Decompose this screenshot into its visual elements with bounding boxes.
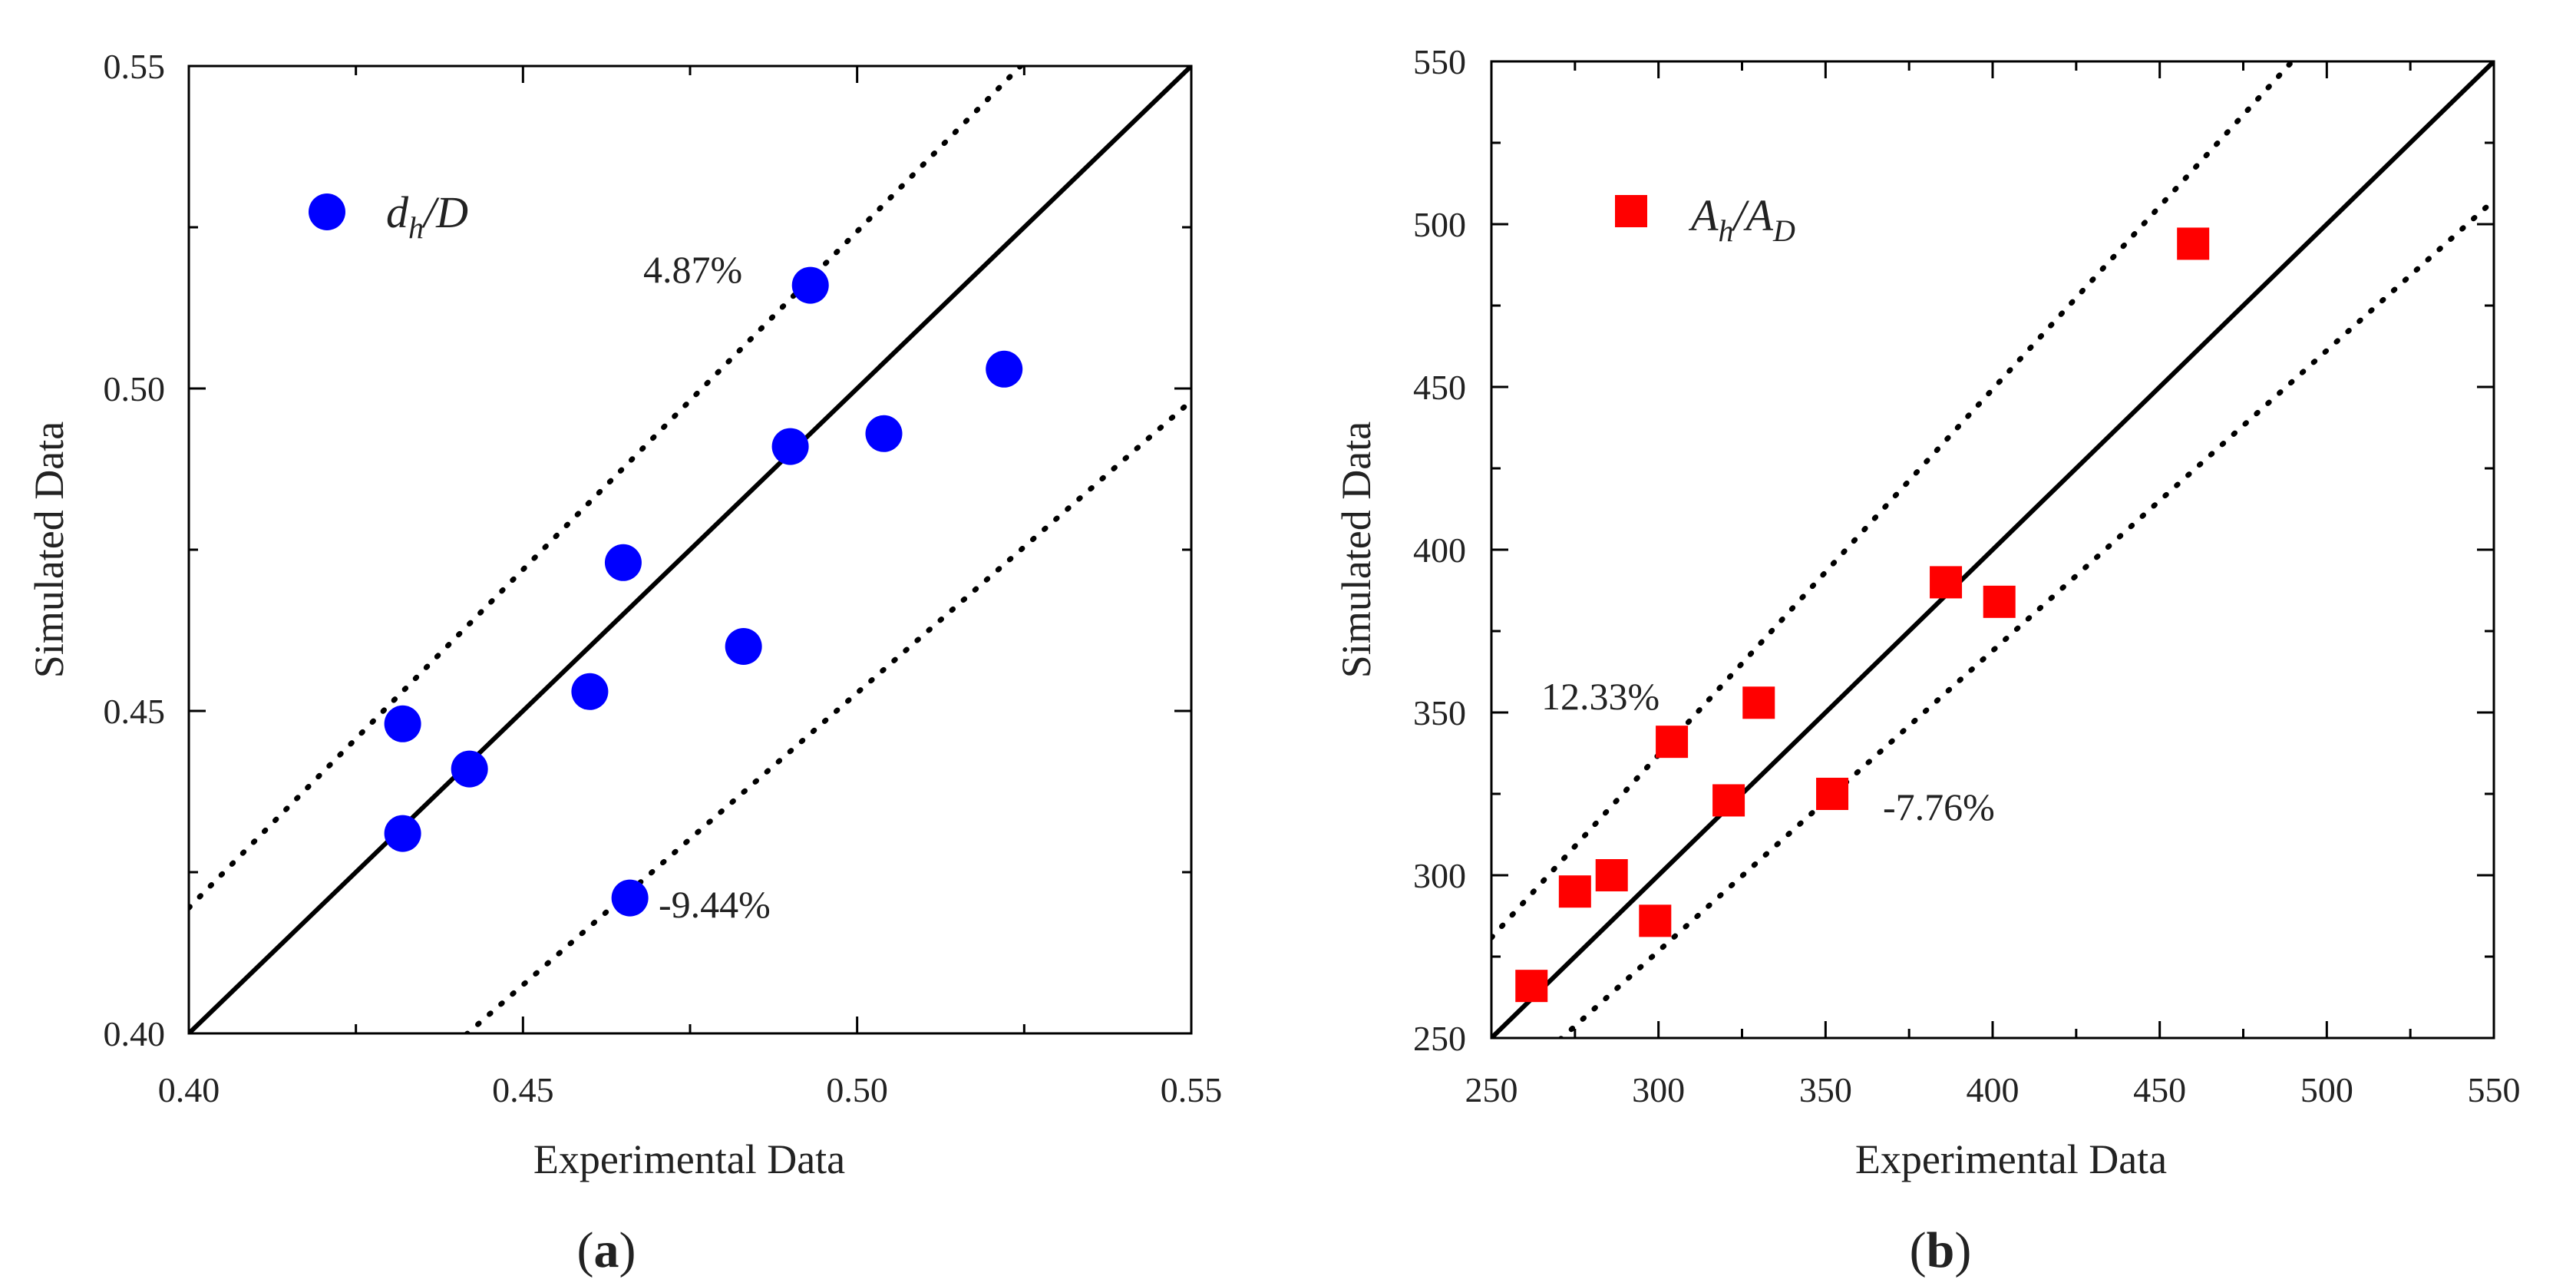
panel-a: 0.40 0.45 0.50 0.55 0.40 0.45 0.50 0.55 dh/D 4.…: [26, 47, 1223, 1278]
upper-bound-line: [189, 66, 1025, 911]
data-point: [384, 705, 421, 742]
y-tick-label: 350: [1413, 693, 1466, 732]
axis-ticks: 0.40 0.45 0.50 0.55 0.40 0.45 0.50 0.55: [104, 47, 1223, 1109]
y-tick-label: 0.50: [104, 369, 166, 408]
identity-line: [189, 66, 1191, 1033]
data-point: [865, 415, 903, 452]
upper-bound-label: 4.87%: [643, 248, 742, 291]
upper-bound-label: 12.33%: [1541, 675, 1660, 718]
data-point: [1595, 859, 1628, 891]
x-tick-label: 300: [1632, 1070, 1685, 1109]
lower-bound-label: -9.44%: [659, 883, 771, 926]
lower-bound-line: [1557, 197, 2494, 1038]
data-point: [604, 544, 642, 581]
x-tick-label: 0.45: [492, 1070, 554, 1109]
y-tick-label: 450: [1413, 368, 1466, 407]
data-point: [1712, 784, 1745, 817]
y-axis-title: Simulated Data: [1333, 422, 1379, 678]
data-point: [611, 879, 649, 917]
legend-label: Ah/AD: [1688, 190, 1795, 248]
data-point: [791, 266, 829, 304]
data-point: [986, 350, 1023, 388]
panel-b: 250 300 350 400 450 500 550 250 300 350 400 450 500 5…: [1333, 42, 2521, 1278]
data-point: [1930, 566, 1963, 599]
data-point: [1558, 875, 1591, 908]
panel-label: (b): [1910, 1222, 1972, 1278]
x-tick-label: 500: [2300, 1070, 2353, 1109]
data-points: [384, 266, 1023, 917]
data-points: [1515, 227, 2210, 1003]
y-tick-label: 0.40: [104, 1014, 166, 1053]
data-point: [771, 428, 809, 465]
y-tick-label: 250: [1413, 1019, 1466, 1058]
y-tick-label: 500: [1413, 205, 1466, 244]
axis-ticks: 250 300 350 400 450 500 550 250 300 350 400 450 500 5…: [1413, 42, 2521, 1109]
y-tick-label: 300: [1413, 856, 1466, 895]
data-point: [1515, 970, 1548, 1003]
legend: Ah/AD: [1615, 190, 1795, 248]
x-tick-label: 450: [2133, 1070, 2186, 1109]
y-tick-label: 400: [1413, 531, 1466, 570]
data-point: [2177, 227, 2210, 260]
data-point: [1742, 686, 1775, 719]
data-point: [1656, 726, 1689, 759]
lower-bound-line: [463, 398, 1191, 1033]
identity-line: [1491, 61, 2494, 1038]
y-tick-label: 0.55: [104, 47, 166, 86]
x-tick-label: 0.40: [158, 1070, 220, 1109]
x-tick-label: 350: [1799, 1070, 1852, 1109]
legend-marker: [309, 193, 345, 230]
legend-label: dh/D: [386, 187, 468, 245]
data-point: [1983, 585, 2016, 618]
y-axis-title: Simulated Data: [26, 422, 72, 678]
data-point: [1639, 904, 1672, 937]
panel-label: (a): [577, 1222, 636, 1278]
y-tick-label: 550: [1413, 42, 1466, 81]
data-point: [1816, 778, 1849, 810]
x-tick-label: 550: [2468, 1070, 2521, 1109]
legend: dh/D: [309, 187, 468, 245]
x-axis-title: Experimental Data: [1855, 1136, 2167, 1182]
y-tick-label: 0.45: [104, 692, 166, 731]
data-point: [384, 815, 421, 852]
data-point: [725, 628, 762, 665]
data-point: [451, 750, 488, 788]
x-tick-label: 0.55: [1161, 1070, 1223, 1109]
x-tick-label: 250: [1465, 1070, 1518, 1109]
data-point: [571, 673, 609, 710]
x-tick-label: 400: [1967, 1070, 2020, 1109]
x-tick-label: 0.50: [826, 1070, 888, 1109]
x-axis-title: Experimental Data: [533, 1136, 845, 1182]
legend-marker: [1615, 195, 1647, 227]
lower-bound-label: -7.76%: [1883, 785, 1995, 828]
